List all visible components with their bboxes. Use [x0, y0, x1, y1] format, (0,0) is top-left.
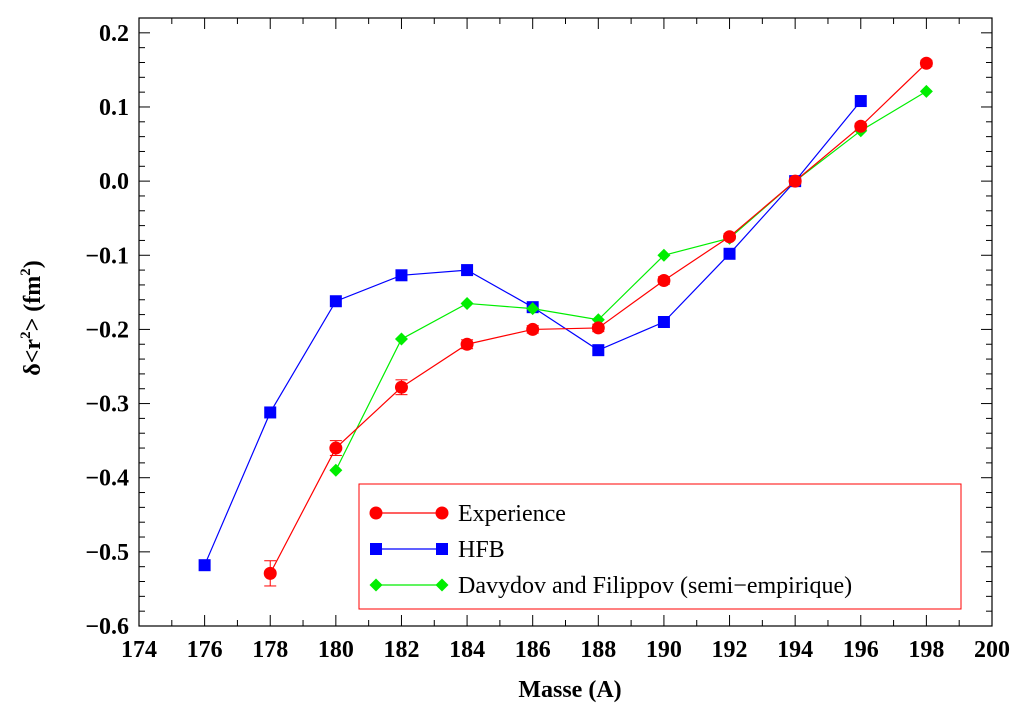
series-0 [263, 56, 933, 587]
data-point [329, 441, 343, 455]
data-point [657, 273, 671, 287]
data-point [592, 344, 605, 357]
legend-entry-2: Davydov and Filippov (semi−empirique) [369, 573, 852, 599]
y-axis-label-suffix: ) [20, 260, 46, 268]
legend-marker [369, 578, 383, 592]
legend-marker [435, 578, 449, 592]
y-axis-label-prefix: δ<r [20, 339, 46, 376]
x-tick-label: 200 [974, 637, 1010, 663]
x-axis-label: Masse (A) [518, 677, 621, 703]
data-point [657, 248, 671, 262]
data-point [591, 321, 605, 335]
data-point [723, 247, 736, 260]
data-point [460, 296, 474, 310]
y-tick-label: −0.4 [85, 466, 129, 492]
data-point [329, 295, 342, 308]
x-tick-label: 184 [449, 637, 485, 663]
x-tick-label: 196 [843, 637, 879, 663]
data-point [657, 316, 670, 328]
legend-marker [435, 506, 449, 520]
x-tick-label: 190 [646, 637, 682, 663]
series-line [335, 90, 927, 471]
data-point [264, 406, 277, 419]
y-axis-label-middle: > (fm [20, 276, 46, 332]
x-tick-label: 186 [515, 637, 551, 663]
x-tick-label: 194 [777, 637, 813, 663]
y-axis-label-sup1: 2 [18, 331, 34, 339]
data-point [395, 269, 408, 282]
legend-entry-0: Experience [369, 501, 566, 527]
axis-ticks [138, 17, 993, 627]
data-point [526, 302, 540, 316]
data-point [526, 322, 540, 336]
y-tick-label: −0.2 [85, 317, 129, 343]
y-tick-label: −0.6 [85, 614, 129, 640]
x-tick-label: 192 [712, 637, 748, 663]
y-tick-label: −0.1 [85, 243, 129, 269]
data-point [263, 566, 277, 580]
data-point [788, 174, 802, 188]
data-point [854, 119, 868, 133]
legend-marker [436, 543, 448, 555]
legend: Experience HFB Davydov and Filippov (semi−… [358, 483, 962, 610]
legend-marker [369, 506, 383, 520]
data-point [394, 380, 408, 394]
data-point [329, 463, 343, 477]
legend-entries: Experience HFB Davydov and Filippov (semi−… [369, 501, 852, 599]
x-tick-label: 178 [252, 637, 288, 663]
legend-label: HFB [458, 537, 505, 563]
data-point [854, 95, 867, 108]
series-2 [329, 84, 933, 477]
legend-entry-1: HFB [370, 537, 505, 563]
data-point [723, 230, 737, 244]
data-point [394, 332, 408, 346]
y-tick-label: 0.1 [99, 95, 129, 121]
legend-label: Experience [458, 501, 566, 527]
x-tick-label: 174 [121, 637, 157, 663]
x-tick-label: 188 [580, 637, 616, 663]
data-point [919, 56, 933, 70]
series [198, 56, 933, 587]
data-point [198, 559, 211, 572]
y-tick-label: 0.0 [99, 169, 129, 195]
legend-box [358, 483, 962, 610]
y-tick-label: 0.2 [99, 21, 129, 47]
y-axis-label-sup2: 2 [18, 268, 34, 276]
x-tick-label: 176 [187, 637, 223, 663]
y-tick-label: −0.5 [85, 540, 129, 566]
y-tick-label: −0.3 [85, 392, 129, 418]
legend-marker [370, 543, 382, 555]
x-tick-label: 182 [383, 637, 419, 663]
tick-labels: 174 176 178 180 182 184 186 188 190 192 194 196 198 2… [85, 21, 1010, 663]
y-axis-label: δ<r2> (fm2) [18, 260, 46, 375]
legend-label: Davydov and Filippov (semi−empirique) [458, 573, 852, 599]
data-point [460, 337, 474, 351]
x-tick-label: 180 [318, 637, 354, 663]
data-point [461, 264, 474, 277]
x-tick-label: 198 [908, 637, 944, 663]
data-point [919, 84, 933, 98]
